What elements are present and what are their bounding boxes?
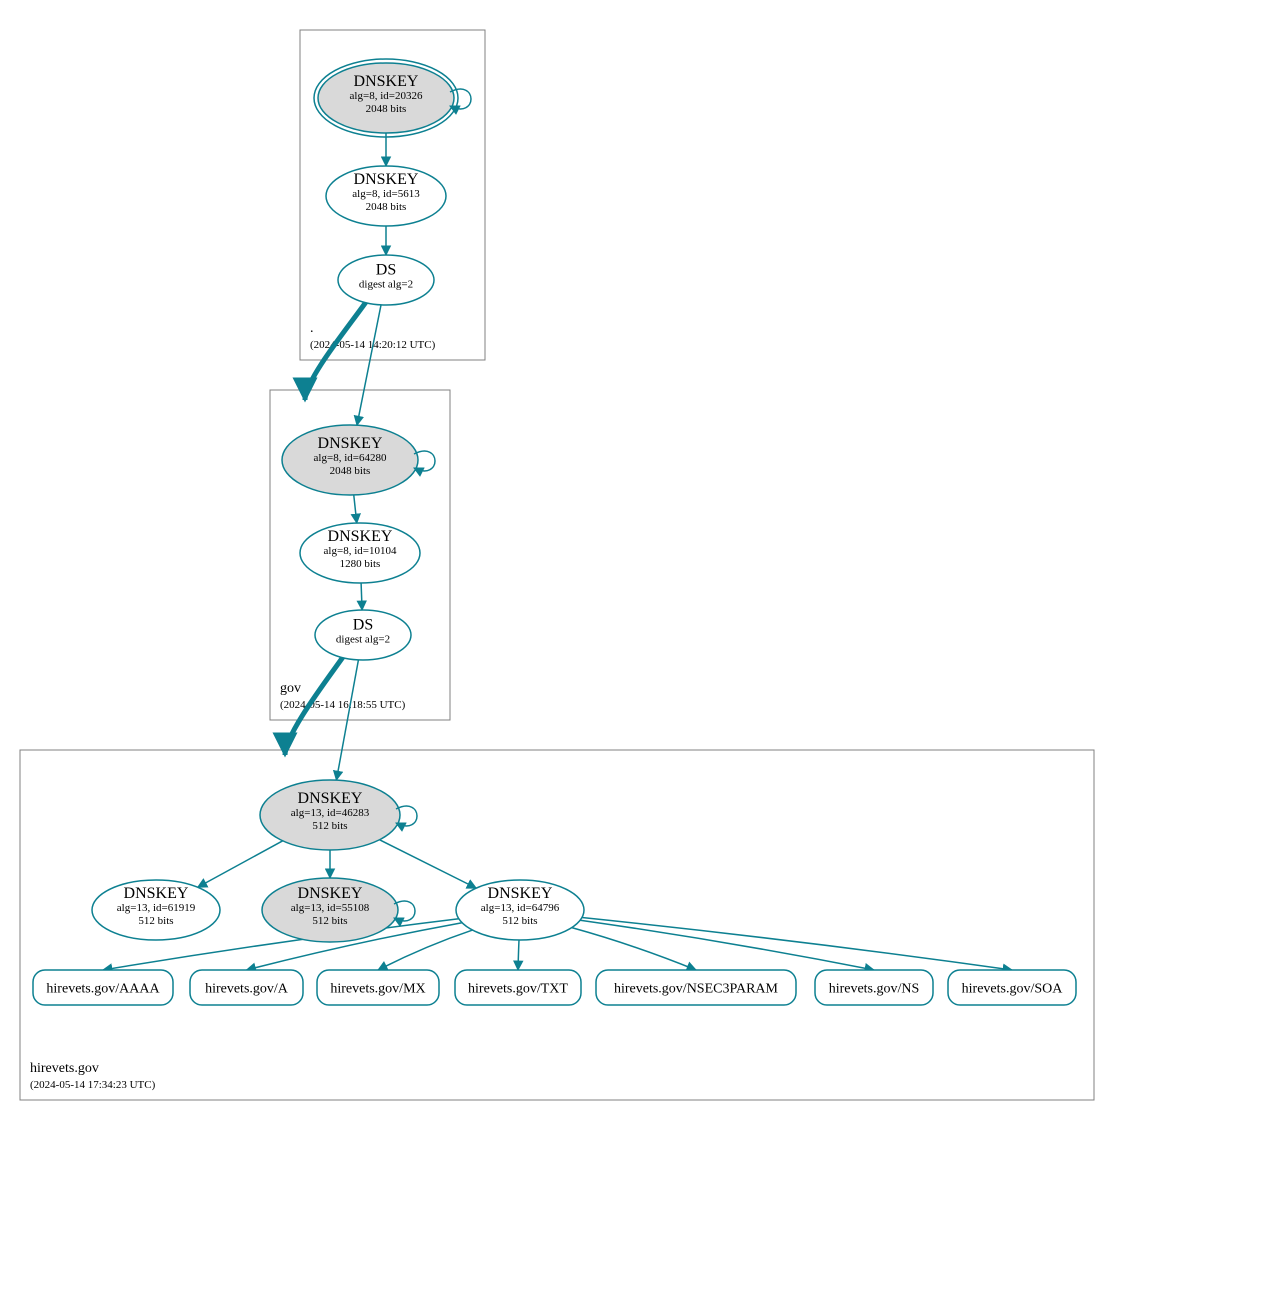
- root-zsk: DNSKEYalg=8, id=56132048 bits: [326, 166, 446, 226]
- record-label: hirevets.gov/SOA: [962, 982, 1064, 997]
- rec-a: hirevets.gov/A: [190, 970, 303, 1005]
- node-detail: digest alg=2: [359, 279, 413, 291]
- zone-label: hirevets.gov: [30, 1061, 99, 1076]
- node-title: DNSKEY: [124, 885, 189, 902]
- gov-zsk: DNSKEYalg=8, id=101041280 bits: [300, 523, 420, 583]
- hv-ksk: DNSKEYalg=13, id=46283512 bits: [260, 780, 417, 850]
- gov-ds: DSdigest alg=2: [315, 610, 411, 660]
- record-edge: [572, 928, 696, 970]
- node-title: DNSKEY: [298, 790, 363, 807]
- node-title: DNSKEY: [318, 435, 383, 452]
- zone-label: gov: [280, 681, 301, 696]
- rec-n3p: hirevets.gov/NSEC3PARAM: [596, 970, 796, 1005]
- edge: [198, 841, 283, 887]
- rec-ns: hirevets.gov/NS: [815, 970, 933, 1005]
- node-detail: alg=8, id=5613: [352, 188, 420, 200]
- node-detail: alg=13, id=55108: [291, 902, 370, 914]
- rec-mx: hirevets.gov/MX: [317, 970, 439, 1005]
- zone-timestamp: (2024-05-14 17:34:23 UTC): [30, 1079, 156, 1091]
- edge: [354, 495, 357, 523]
- zone-label: .: [310, 321, 314, 336]
- rec-txt: hirevets.gov/TXT: [455, 970, 581, 1005]
- node-detail: alg=8, id=10104: [324, 545, 397, 557]
- node-detail: alg=13, id=61919: [117, 902, 196, 914]
- gov-ksk: DNSKEYalg=8, id=642802048 bits: [282, 425, 435, 495]
- hv-zsk1: DNSKEYalg=13, id=61919512 bits: [92, 880, 220, 940]
- record-label: hirevets.gov/A: [205, 982, 289, 997]
- node-title: DNSKEY: [328, 528, 393, 545]
- root-ds: DSdigest alg=2: [338, 255, 434, 305]
- node-title: DS: [376, 262, 396, 279]
- record-label: hirevets.gov/TXT: [468, 982, 568, 997]
- node-title: DNSKEY: [298, 885, 363, 902]
- node-detail: 512 bits: [138, 915, 173, 927]
- node-title: DNSKEY: [354, 73, 419, 90]
- record-label: hirevets.gov/NSEC3PARAM: [614, 982, 779, 997]
- node-detail: digest alg=2: [336, 634, 390, 646]
- node-title: DNSKEY: [488, 885, 553, 902]
- node-detail: 512 bits: [312, 915, 347, 927]
- rec-soa: hirevets.gov/SOA: [948, 970, 1076, 1005]
- hv-zsk3: DNSKEYalg=13, id=64796512 bits: [456, 880, 584, 940]
- record-edge: [582, 918, 1012, 970]
- hv-zsk2: DNSKEYalg=13, id=55108512 bits: [262, 878, 415, 942]
- rec-aaaa: hirevets.gov/AAAA: [33, 970, 173, 1005]
- node-detail: alg=13, id=64796: [481, 902, 560, 914]
- zone-link-thin: [357, 305, 381, 425]
- node-detail: alg=8, id=20326: [350, 90, 423, 102]
- node-title: DS: [353, 617, 373, 634]
- record-label: hirevets.gov/NS: [829, 982, 920, 997]
- node-detail: alg=13, id=46283: [291, 807, 370, 819]
- zone-timestamp: (2024-05-14 16:18:55 UTC): [280, 699, 406, 711]
- record-label: hirevets.gov/MX: [330, 982, 425, 997]
- root-ksk: DNSKEYalg=8, id=203262048 bits: [314, 59, 471, 137]
- dnssec-diagram: .(2024-05-14 14:20:12 UTC)gov(2024-05-14…: [10, 10, 1264, 1288]
- node-detail: 512 bits: [312, 820, 347, 832]
- edges: [103, 133, 1012, 970]
- node-detail: 512 bits: [502, 915, 537, 927]
- node-detail: 1280 bits: [340, 558, 381, 570]
- node-detail: 2048 bits: [366, 103, 407, 115]
- record-label: hirevets.gov/AAAA: [46, 982, 160, 997]
- edge: [361, 583, 362, 610]
- node-detail: 2048 bits: [366, 201, 407, 213]
- zone-link-thick: [305, 302, 366, 400]
- node-detail: 2048 bits: [330, 465, 371, 477]
- edge: [379, 840, 476, 888]
- node-detail: alg=8, id=64280: [314, 452, 387, 464]
- record-edge: [518, 940, 519, 970]
- node-title: DNSKEY: [354, 171, 419, 188]
